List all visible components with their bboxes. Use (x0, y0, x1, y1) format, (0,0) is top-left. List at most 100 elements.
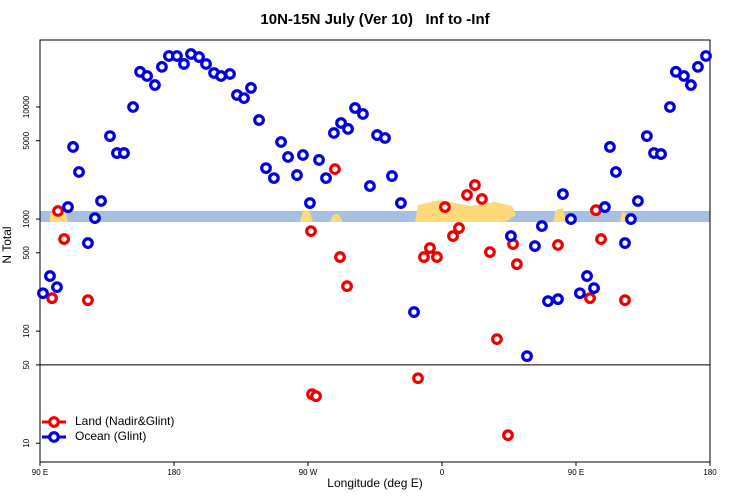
point (447, 230, 459, 242)
point (200, 58, 212, 70)
point (357, 108, 369, 120)
point (678, 70, 690, 82)
point (424, 242, 436, 254)
point (386, 170, 398, 182)
point (484, 246, 496, 259)
point (431, 251, 443, 263)
point (62, 201, 74, 213)
point (260, 162, 272, 174)
y-tick-label: 100 (22, 324, 31, 338)
point (556, 188, 569, 201)
x-tick-label: 0 (440, 468, 445, 477)
point (141, 70, 153, 82)
point (502, 429, 514, 442)
point (171, 50, 183, 62)
point (268, 172, 280, 185)
point (584, 292, 596, 305)
legend-label: Land (Nadir&Glint) (75, 414, 174, 428)
point (89, 212, 101, 225)
point (453, 222, 465, 234)
y-axis-label: N Total (0, 226, 14, 263)
point (619, 294, 631, 307)
point (67, 141, 79, 153)
point (418, 251, 430, 263)
point (310, 390, 322, 403)
point (328, 127, 340, 139)
point (149, 79, 161, 91)
point (320, 172, 332, 185)
point (505, 230, 517, 242)
y-tick-label: 50 (22, 360, 31, 369)
point (700, 50, 712, 62)
legend-label: Ocean (Glint) (75, 429, 146, 443)
point (253, 114, 265, 126)
point (581, 270, 593, 282)
point (104, 130, 116, 142)
point (304, 197, 316, 209)
point (692, 60, 704, 73)
point (52, 205, 64, 217)
point (329, 163, 341, 176)
y-tick-label: 5000 (22, 131, 31, 149)
point (510, 258, 523, 271)
point (536, 220, 548, 232)
x-tick-label: 180 (167, 468, 181, 477)
point (178, 58, 190, 70)
point (364, 180, 376, 192)
point (342, 123, 354, 135)
plot-frame (39, 39, 711, 463)
point (379, 132, 391, 144)
point (58, 233, 71, 245)
point (598, 201, 611, 213)
point (238, 92, 250, 105)
point (552, 293, 564, 306)
point (640, 130, 653, 142)
point (275, 136, 287, 148)
x-axis-label: Longitude (deg E) (327, 476, 422, 490)
point (44, 270, 56, 282)
x-tick-label: 90 E (32, 468, 48, 477)
point (335, 117, 347, 129)
point (604, 141, 616, 153)
point (491, 333, 503, 346)
point (619, 237, 631, 249)
point (334, 251, 346, 263)
point (95, 195, 107, 207)
point (439, 201, 451, 213)
point (655, 148, 667, 160)
point (521, 350, 533, 363)
point (542, 295, 554, 308)
point (595, 233, 607, 245)
legend: Land (Nadir&Glint)Ocean (Glint) (42, 414, 174, 443)
point (82, 237, 94, 249)
legend-marker (48, 416, 60, 428)
point (632, 195, 644, 207)
legend-marker (48, 431, 60, 443)
y-tick-label: 10000 (22, 95, 31, 118)
point (82, 294, 94, 307)
point (461, 189, 473, 201)
point (395, 197, 407, 209)
x-tick-label: 90 E (568, 468, 584, 477)
point (51, 281, 63, 294)
point (46, 292, 58, 305)
point (118, 147, 130, 159)
point (552, 239, 564, 251)
point (313, 154, 325, 166)
point (349, 102, 361, 114)
point (685, 79, 697, 91)
point (625, 213, 637, 225)
point (588, 282, 600, 295)
point (573, 287, 586, 300)
point (610, 166, 622, 178)
x-tick-label: 90 W (299, 468, 318, 477)
point (590, 204, 602, 217)
point (73, 166, 85, 178)
point (341, 280, 353, 293)
point (215, 70, 227, 82)
y-tick-label: 10 (22, 438, 31, 447)
point (664, 101, 676, 113)
chart-title: 10N-15N July (Ver 10) Inf to -Inf (260, 11, 490, 28)
point (469, 179, 481, 191)
point (476, 193, 488, 205)
